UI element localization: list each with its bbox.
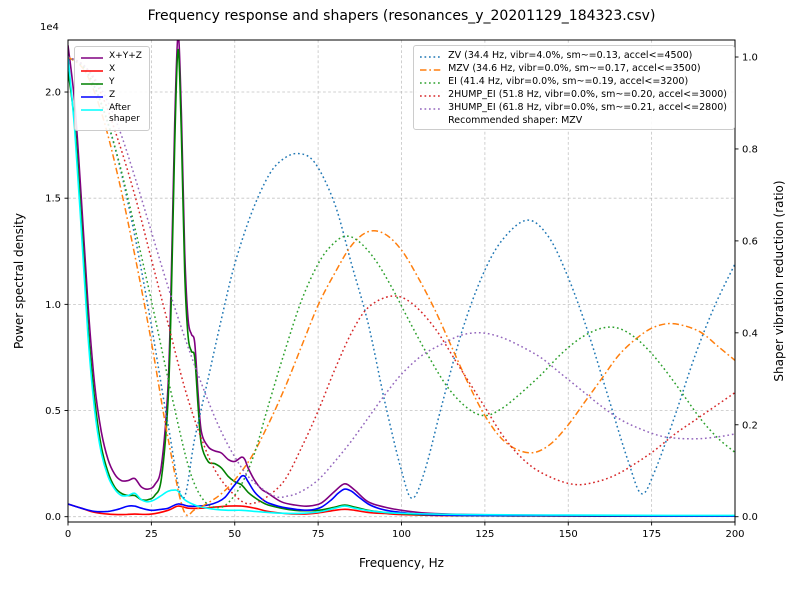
legend-label: EI (41.4 Hz, vibr=0.0%, sm~=0.19, accel<… — [448, 76, 689, 87]
chart-title: Frequency response and shapers (resonanc… — [147, 8, 656, 24]
y-right-tick-label: 0.6 — [742, 236, 758, 247]
legend-line-swatch — [420, 69, 443, 71]
legend-item: ZV (34.4 Hz, vibr=4.0%, sm~=0.13, accel<… — [419, 50, 727, 62]
y-left-tick-label: 0.0 — [45, 512, 61, 523]
legend-label: 3HUMP_EI (61.8 Hz, vibr=0.0%, sm~=0.21, … — [448, 102, 727, 113]
legend-line-swatch — [420, 82, 443, 84]
legend-item: After shaper — [80, 103, 142, 126]
legend-item: MZV (34.6 Hz, vibr=0.0%, sm~=0.17, accel… — [419, 63, 727, 75]
legend-item: X — [80, 64, 142, 76]
legend-item: X+Y+Z — [80, 51, 142, 63]
y-right-tick-label: 0.0 — [742, 512, 758, 523]
x-tick-label: 125 — [475, 529, 494, 540]
y-right-tick-label: 0.8 — [742, 144, 758, 155]
legend-line-swatch — [81, 57, 103, 59]
x-tick-label: 175 — [642, 529, 661, 540]
y-right-tick-label: 0.4 — [742, 328, 758, 339]
y-left-tick-label: 2.0 — [45, 88, 61, 99]
x-tick-label: 25 — [145, 529, 158, 540]
legend-line-swatch — [420, 95, 443, 97]
legend-label: Y — [109, 77, 115, 87]
legend-shapers: ZV (34.4 Hz, vibr=4.0%, sm~=0.13, accel<… — [413, 45, 735, 130]
legend-item: 3HUMP_EI (61.8 Hz, vibr=0.0%, sm~=0.21, … — [419, 102, 727, 114]
curve-after_shaper — [68, 55, 735, 517]
legend-psd: X+Y+Z X Y Z After shaper — [74, 46, 150, 131]
legend-item: Z — [80, 90, 142, 102]
legend-line-swatch — [81, 83, 103, 85]
legend-label: After shaper — [109, 103, 140, 125]
legend-label: ZV (34.4 Hz, vibr=4.0%, sm~=0.13, accel<… — [448, 50, 693, 61]
legend-label: MZV (34.6 Hz, vibr=0.0%, sm~=0.17, accel… — [448, 63, 701, 74]
legend-label: Z — [109, 90, 116, 100]
curve-mzv — [68, 56, 735, 517]
x-axis-label: Frequency, Hz — [359, 556, 444, 570]
curve-3hump_ei — [68, 56, 735, 499]
y-axis-label-left: Power spectral density — [12, 212, 26, 350]
curve-ei — [68, 56, 735, 509]
legend-line-swatch — [81, 70, 103, 72]
legend-line-swatch — [81, 96, 103, 98]
legend-label: X+Y+Z — [109, 51, 142, 61]
y-axis-offset-label: 1e4 — [40, 22, 59, 33]
x-tick-label: 75 — [312, 529, 325, 540]
y-left-tick-label: 1.0 — [45, 300, 61, 311]
y-right-tick-label: 1.0 — [742, 53, 758, 64]
x-tick-label: 200 — [725, 529, 744, 540]
legend-note: Recommended shaper: MZV — [448, 115, 583, 126]
legend-line-swatch — [81, 109, 103, 111]
x-tick-label: 0 — [65, 529, 71, 540]
y-left-tick-label: 0.5 — [45, 406, 61, 417]
legend-label: X — [109, 64, 116, 74]
legend-label: 2HUMP_EI (51.8 Hz, vibr=0.0%, sm~=0.20, … — [448, 89, 727, 100]
x-tick-label: 50 — [228, 529, 241, 540]
legend-item: EI (41.4 Hz, vibr=0.0%, sm~=0.19, accel<… — [419, 76, 727, 88]
x-tick-label: 100 — [392, 529, 411, 540]
curve-2hump_ei — [68, 56, 735, 505]
legend-line-swatch — [420, 108, 443, 110]
y-left-tick-label: 1.5 — [45, 194, 61, 205]
curve-x_y_z — [68, 40, 735, 517]
legend-item: Y — [80, 77, 142, 89]
legend-line-swatch — [420, 56, 443, 58]
curve-z — [68, 474, 735, 517]
y-axis-label-right: Shaper vibration reduction (ratio) — [772, 180, 786, 382]
legend-item: 2HUMP_EI (51.8 Hz, vibr=0.0%, sm~=0.20, … — [419, 89, 727, 101]
y-right-tick-label: 0.2 — [742, 420, 758, 431]
x-tick-label: 150 — [559, 529, 578, 540]
